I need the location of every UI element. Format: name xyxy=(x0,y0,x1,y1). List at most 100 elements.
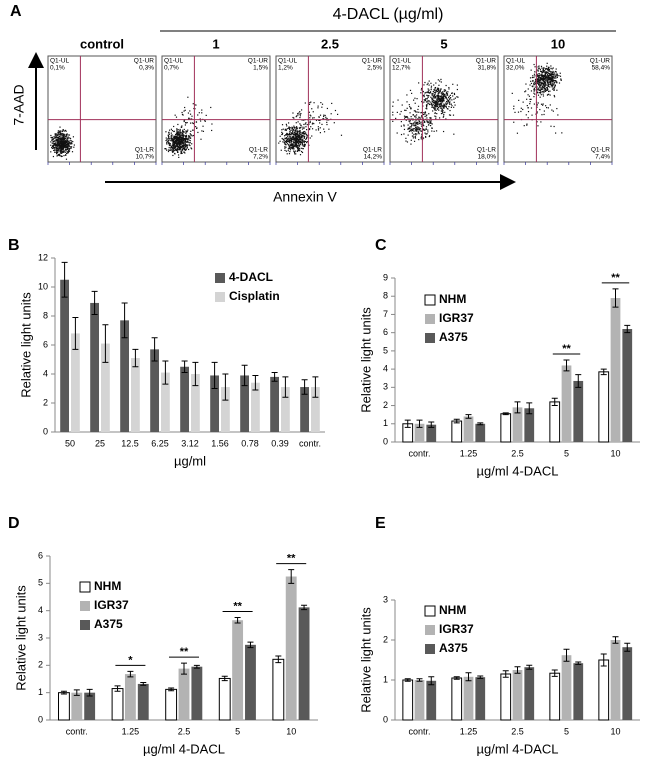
event-dot xyxy=(62,129,64,131)
event-dot xyxy=(292,130,294,133)
error-bar xyxy=(234,617,241,624)
event-dot xyxy=(56,143,58,145)
event-dot xyxy=(533,96,535,98)
event-dot xyxy=(170,147,172,149)
event-dot xyxy=(279,135,281,137)
event-dot xyxy=(61,155,63,157)
event-dot xyxy=(290,137,292,139)
event-dot xyxy=(414,133,417,135)
event-dot xyxy=(436,98,438,100)
event-dot xyxy=(441,104,443,106)
event-dot xyxy=(54,137,56,139)
event-dot xyxy=(181,142,183,144)
y-tick-label: 3 xyxy=(38,632,43,642)
event-dot xyxy=(57,143,59,145)
event-dot xyxy=(432,110,434,112)
event-dot xyxy=(292,112,294,114)
y-tick-label: 6 xyxy=(43,339,48,349)
event-dot xyxy=(68,134,71,136)
event-dot xyxy=(181,133,184,135)
event-dot xyxy=(54,134,56,136)
event-dot xyxy=(302,131,305,133)
error-bar xyxy=(575,661,582,665)
error-bar xyxy=(428,676,435,686)
event-dot xyxy=(54,133,56,135)
event-dot xyxy=(513,108,515,110)
event-dot xyxy=(445,118,447,120)
panel-letter: D xyxy=(8,515,20,532)
event-dot xyxy=(437,96,439,98)
error-bar xyxy=(514,666,521,674)
event-dot xyxy=(65,134,68,136)
event-dot xyxy=(442,98,444,100)
quadrant-label: 2,5% xyxy=(367,65,382,72)
error-bar xyxy=(222,373,229,401)
event-dot xyxy=(66,148,68,151)
event-dot xyxy=(52,138,54,140)
legend-label: IGR37 xyxy=(439,311,474,325)
event-dot xyxy=(57,140,59,143)
event-dot xyxy=(293,117,295,119)
event-dot xyxy=(183,120,185,122)
event-dot xyxy=(58,144,60,146)
event-dot xyxy=(181,113,184,116)
event-dot xyxy=(415,111,417,113)
event-dot xyxy=(170,140,172,142)
event-dot xyxy=(441,96,443,98)
event-dot xyxy=(181,151,183,153)
event-dot xyxy=(543,87,545,89)
event-dot xyxy=(540,84,542,86)
event-dot xyxy=(321,106,323,108)
event-dot xyxy=(292,135,294,137)
event-dot xyxy=(435,100,438,102)
event-dot xyxy=(446,108,448,110)
event-dot xyxy=(434,101,436,103)
event-dot xyxy=(447,101,450,103)
event-dot xyxy=(318,116,320,118)
event-dot xyxy=(545,68,547,70)
event-dot xyxy=(537,102,539,104)
event-dot xyxy=(322,118,324,120)
event-dot xyxy=(54,151,56,153)
event-dot xyxy=(297,140,299,142)
event-dot xyxy=(417,108,419,111)
event-dot xyxy=(536,106,538,108)
event-dot xyxy=(431,93,433,95)
event-dot xyxy=(433,97,436,99)
event-dot xyxy=(442,94,444,96)
event-dot xyxy=(426,108,428,110)
event-dot xyxy=(453,98,455,100)
bar xyxy=(120,320,129,432)
event-dot xyxy=(184,139,186,141)
event-dot xyxy=(297,112,299,115)
event-dot xyxy=(171,148,173,150)
event-dot xyxy=(306,129,308,131)
event-dot xyxy=(548,78,551,81)
event-dot xyxy=(197,131,199,134)
quadrant-label: 0,7% xyxy=(164,65,179,72)
event-dot xyxy=(425,133,427,135)
error-bar xyxy=(514,401,521,414)
event-dot xyxy=(284,143,286,145)
event-dot xyxy=(441,109,443,111)
event-dot xyxy=(67,145,69,147)
event-dot xyxy=(443,89,445,91)
event-dot xyxy=(534,93,536,95)
event-dot xyxy=(184,149,187,151)
event-dot xyxy=(310,115,312,117)
event-dot xyxy=(309,137,311,139)
event-dot xyxy=(439,104,441,106)
event-dot xyxy=(438,109,440,111)
event-dot xyxy=(429,92,432,94)
event-dot xyxy=(55,151,57,153)
event-dot xyxy=(58,131,60,133)
event-dot xyxy=(529,77,532,79)
event-dot xyxy=(65,145,67,147)
y-tick-label: 4 xyxy=(43,368,48,378)
event-dot xyxy=(555,68,557,70)
event-dot xyxy=(281,131,283,133)
event-dot xyxy=(514,111,516,113)
event-dot xyxy=(396,132,398,134)
event-dot xyxy=(286,133,288,135)
event-dot xyxy=(438,99,440,101)
